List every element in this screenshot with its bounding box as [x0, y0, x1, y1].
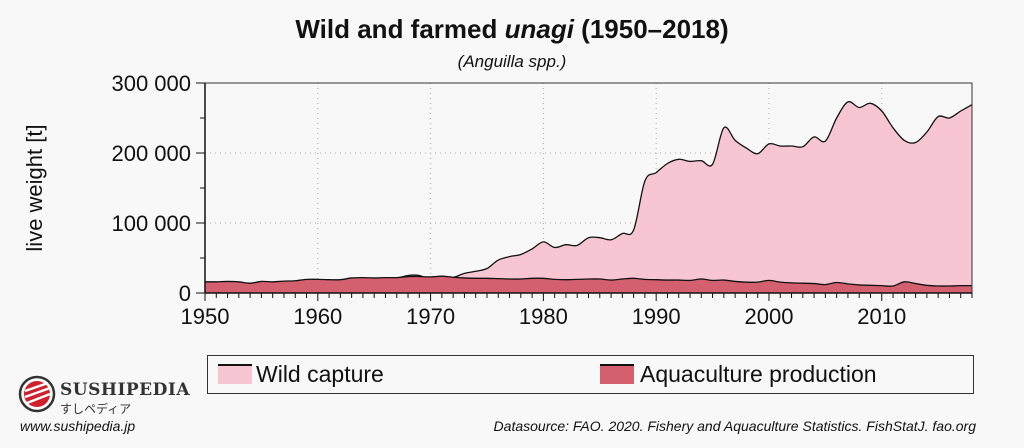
x-tick-label: 1960	[293, 304, 342, 329]
sushipedia-logo-icon	[18, 375, 56, 413]
x-tick-label: 1990	[632, 304, 681, 329]
chart-title: Wild and farmed unagi (1950–2018)	[295, 14, 729, 44]
y-tick-label: 0	[179, 281, 191, 306]
data-source: Datasource: FAO. 2020. Fishery and Aquac…	[493, 418, 976, 434]
legend-label-aquaculture: Aquaculture production	[640, 361, 877, 387]
legend: Wild capture Aquaculture production	[207, 355, 974, 394]
x-tick-label: 2010	[857, 304, 906, 329]
y-tick-label: 100 000	[111, 211, 191, 236]
brand-name: Sushipedia	[60, 380, 191, 400]
area-aquaculture	[205, 276, 972, 293]
brand-name-jp: すしペディア	[60, 402, 132, 416]
website-url[interactable]: www.sushipedia.jp	[20, 418, 136, 434]
area-wild	[205, 101, 972, 294]
x-tick-label: 1970	[406, 304, 455, 329]
series-line-aquaculture	[204, 275, 973, 287]
x-tick-label: 2000	[744, 304, 793, 329]
x-tick-label: 1950	[181, 304, 230, 329]
legend-swatch-aquaculture	[600, 364, 634, 384]
chart-subtitle: (Anguilla spp.)	[457, 52, 567, 71]
x-tick-label: 1980	[519, 304, 568, 329]
legend-swatch-wild	[218, 364, 252, 384]
y-axis-label: live weight [t]	[22, 124, 47, 251]
y-tick-label: 200 000	[111, 141, 191, 166]
legend-label-wild: Wild capture	[256, 361, 384, 387]
y-tick-label: 300 000	[111, 71, 191, 96]
